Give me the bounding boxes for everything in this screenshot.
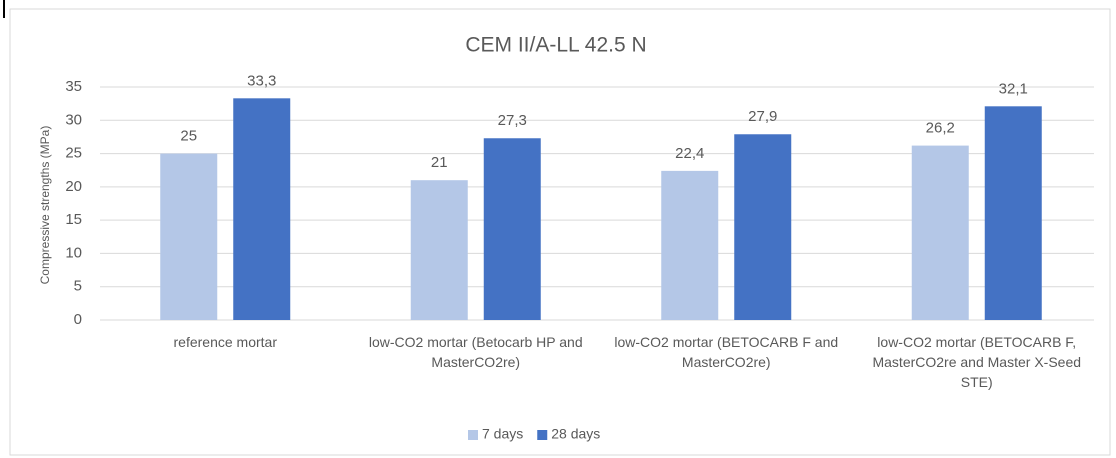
bar — [160, 153, 218, 320]
x-tick-label: low-CO2 mortar (BETOCARB F and MasterCO2… — [614, 334, 839, 370]
y-tick-label: 5 — [74, 278, 82, 295]
bar — [483, 138, 541, 320]
data-label: 27,3 — [498, 112, 527, 129]
bar — [410, 180, 468, 320]
data-label: 22,4 — [675, 145, 704, 162]
legend-swatch — [468, 430, 478, 440]
legend-label: 7 days — [482, 426, 523, 442]
legend-label: 28 days — [551, 426, 600, 442]
y-tick-label: 30 — [65, 111, 82, 128]
bar — [233, 98, 291, 321]
data-label: 33,3 — [247, 72, 276, 89]
chart-title: CEM II/A-LL 42.5 N — [465, 34, 646, 57]
y-tick-label: 0 — [74, 311, 82, 328]
y-tick-label: 10 — [65, 244, 82, 261]
legend-swatch — [537, 430, 548, 440]
bar — [661, 170, 719, 320]
y-tick-label: 20 — [65, 178, 82, 195]
y-tick-label: 15 — [65, 211, 82, 228]
x-tick-label: low-CO2 mortar (Betocarb HP and MasterCO… — [368, 334, 583, 370]
x-tick-label: low-CO2 mortar (BETOCARB F, MasterCO2re … — [872, 334, 1082, 390]
data-label: 27,9 — [748, 108, 777, 125]
bar — [734, 134, 792, 320]
data-label: 25 — [180, 128, 197, 145]
bar — [911, 145, 969, 320]
x-tick-label: reference mortar — [173, 334, 277, 350]
data-label: 21 — [431, 154, 448, 171]
y-axis-label: Compressive strengths (MPa) — [38, 126, 52, 285]
bar — [984, 106, 1042, 320]
data-label: 32,1 — [999, 80, 1028, 97]
y-tick-label: 35 — [65, 78, 82, 95]
y-tick-label: 25 — [65, 145, 82, 162]
data-label: 26,2 — [926, 120, 955, 137]
